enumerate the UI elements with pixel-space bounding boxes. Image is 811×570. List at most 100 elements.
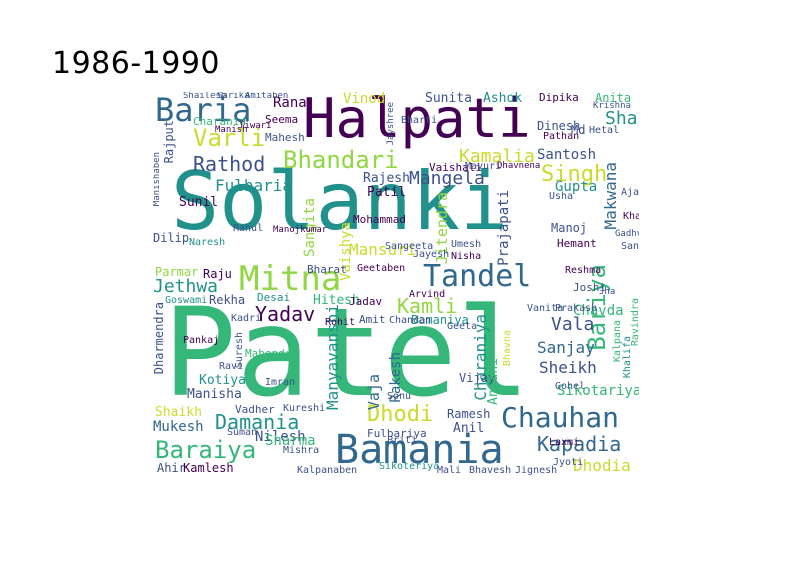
- word-manojkumar: Manojkumar: [273, 225, 328, 235]
- word-jha: Jha: [599, 287, 616, 297]
- word-chavda: Chavda: [573, 303, 624, 319]
- word-dilip: Dilip: [153, 231, 190, 245]
- word-bharti: Bharti: [401, 115, 438, 126]
- word-anita: Anita: [595, 92, 632, 105]
- word-baria: Baria: [155, 92, 252, 129]
- word-sikotariya: Sikotariya: [557, 383, 639, 399]
- word-joshi: Joshi: [573, 281, 607, 294]
- figure-title: 1986-1990: [52, 46, 221, 81]
- word-fulbariya: Fulbariya: [367, 427, 427, 440]
- word-mitna: Mitna: [239, 259, 342, 299]
- word-yadav: Yadav: [255, 302, 316, 326]
- word-ashok: Ashok: [483, 92, 523, 106]
- word-kotiya: Kotiya: [199, 373, 246, 388]
- word-gadhvi: Gadhvi: [615, 229, 639, 239]
- word-patil: Patil: [367, 185, 407, 200]
- word-hemant: Hemant: [557, 237, 597, 250]
- word-dhodi: Dhodi: [367, 402, 434, 427]
- word-kamlesh: Kamlesh: [183, 461, 234, 475]
- word-vanita: Vanita: [527, 303, 564, 314]
- word-imran: Imran: [265, 377, 296, 388]
- word-pankaj: Pankaj: [183, 335, 220, 346]
- word-rahul: Rahul: [233, 223, 264, 234]
- word-bhavna: Bhavna: [502, 330, 513, 367]
- word-suman: Suman: [227, 427, 258, 438]
- word-mahesh: Mahesh: [265, 131, 305, 144]
- word-kamalia: Kamalia: [459, 146, 535, 167]
- word-gupta: Gupta: [555, 179, 598, 195]
- word-amit: Amit: [359, 313, 386, 326]
- word-shah: Shah: [605, 108, 639, 129]
- word-sheikh: Sheikh: [539, 358, 597, 377]
- word-prajapati: Prajapati: [496, 190, 512, 266]
- word-sikoteriya: Sikoteriya: [379, 461, 440, 472]
- word-mali: Mali: [437, 465, 462, 476]
- word-ajay: Ajay: [621, 187, 639, 198]
- word-nilesh: Nilesh: [255, 429, 306, 445]
- word-kalpanaben: Kalpanaben: [297, 465, 358, 476]
- word-vaishali: Vaishali: [429, 161, 482, 174]
- word-krishna: Krishna: [593, 101, 631, 111]
- word-prakash: Prakash: [555, 303, 598, 314]
- word-dinesh: Dinesh: [537, 119, 581, 133]
- word-bharat: Bharat: [307, 263, 347, 276]
- word-santosh: Santosh: [537, 147, 597, 163]
- word-singh: Singh: [541, 162, 608, 187]
- word-jadav: Jadav: [349, 295, 383, 308]
- word-rathod: Rathod: [193, 152, 266, 176]
- word-pathan: Pathan: [543, 131, 580, 142]
- word-charania: Charania: [193, 115, 246, 128]
- word-anjani: Anjani: [486, 358, 501, 405]
- word-halpati: Halpati: [303, 92, 531, 150]
- word-jayshree: Jayshree: [386, 102, 396, 146]
- word-sandip: Sandip: [621, 241, 639, 252]
- word-shaikh: Shaikh: [155, 405, 202, 420]
- word-manish: Manish: [215, 125, 248, 135]
- word-jethwa: Jethwa: [153, 276, 219, 297]
- word-bamaniya: Bamaniya: [411, 313, 469, 327]
- word-naresh: Naresh: [189, 237, 226, 248]
- word-vinod: Vinod: [343, 92, 386, 107]
- word-chauhan: Chauhan: [501, 401, 620, 434]
- word-sangeeta: Sangeeta: [385, 241, 434, 252]
- word-manoj: Manoj: [551, 221, 588, 235]
- word-vala: Vala: [551, 314, 595, 335]
- word-rekha: Rekha: [209, 293, 246, 307]
- word-nisha: Nisha: [451, 251, 482, 262]
- word-mahendra: Mahendra: [245, 347, 298, 360]
- word-vadher: Vadher: [235, 403, 275, 416]
- word-sanjay: Sanjay: [537, 338, 595, 357]
- word-parmar: Parmar: [155, 265, 199, 279]
- word-sonu: Sonu: [387, 391, 412, 402]
- word-kureshi: Kureshi: [283, 403, 326, 414]
- word-amitaben: Amitaben: [245, 92, 289, 101]
- word-khalifa: Khalifa: [622, 336, 633, 379]
- word-vaja: Vaja: [365, 374, 383, 411]
- word-ahir: Ahir: [157, 461, 186, 475]
- word-bhandari: Bhandari: [283, 146, 399, 174]
- word-gohel: Gohel: [555, 381, 586, 392]
- word-solanki: Solanki: [171, 155, 509, 248]
- word-rohit: Rohit: [325, 317, 356, 328]
- word-mansuri: Mansuri: [349, 240, 417, 259]
- word-jyoti: Jyoti: [553, 457, 584, 468]
- word-priti: Priti: [387, 435, 418, 446]
- word-makwana: Makwana: [601, 162, 620, 230]
- word-dipika: Dipika: [539, 92, 579, 104]
- word-md: Md: [571, 123, 586, 137]
- word-shailesh: Shailesh: [183, 92, 227, 101]
- word-kapadia: Kapadia: [537, 432, 622, 456]
- word-manisha: Manisha: [187, 387, 242, 402]
- word-geetaben: Geetaben: [357, 263, 406, 274]
- word-mangela: Mangela: [409, 168, 485, 189]
- word-khan: Khan: [623, 211, 639, 222]
- word-laxmi: Laxmi: [549, 437, 580, 448]
- word-seema: Seema: [265, 113, 299, 126]
- word-sunita: Sunita: [425, 92, 472, 106]
- word-hitesh: Hitesh: [313, 293, 360, 308]
- word-vijay: Vijay: [459, 371, 496, 385]
- word-rajesh: Rajesh: [363, 171, 410, 186]
- word-mishra: Mishra: [283, 445, 320, 456]
- word-usha: Usha: [549, 191, 574, 202]
- word-jignesh: Jignesh: [515, 465, 558, 476]
